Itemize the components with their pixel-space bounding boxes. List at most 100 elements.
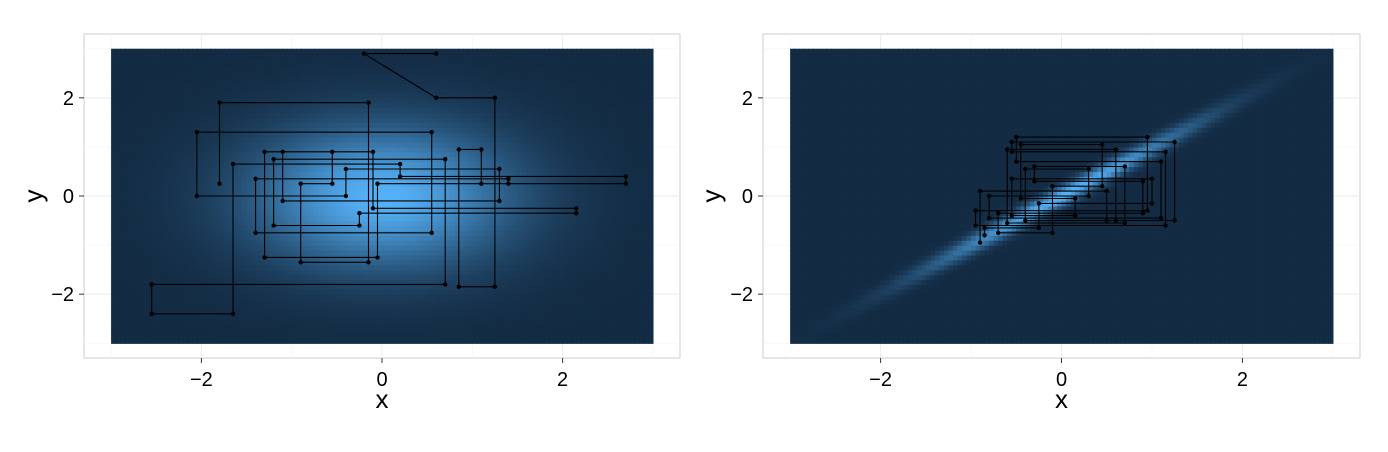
heatmap-cell [467,225,473,231]
heatmap-cell [395,58,401,65]
heatmap-cell [327,171,333,177]
heatmap-cell [463,196,469,202]
heatmap-cell [129,191,135,197]
heatmap-cell [309,127,315,133]
heatmap-cell [431,137,437,143]
heatmap-cell [296,333,302,339]
heatmap-cell [260,318,266,325]
heatmap-cell [395,304,401,310]
heatmap-cell [133,107,139,114]
heatmap-cell [242,186,248,192]
heatmap-cell [318,323,324,330]
heatmap-cell [219,117,225,123]
heatmap-cell [363,200,370,207]
heatmap-cell [350,63,356,69]
heatmap-cell [481,259,487,266]
heatmap-cell [481,269,487,276]
heatmap-cell [282,186,288,192]
heatmap-cell [391,186,397,192]
heatmap-cell [255,299,261,305]
heatmap-cell [237,210,243,217]
heatmap-cell [422,289,428,295]
heatmap-cell [210,289,216,295]
heatmap-cell [476,200,482,207]
heatmap-cell [228,117,234,123]
heatmap-cell [382,73,388,79]
heatmap-cell [260,294,266,300]
heatmap-cell [449,186,455,192]
heatmap-cell [246,146,252,153]
heatmap-cell [472,313,478,320]
heatmap-cell [305,142,311,148]
heatmap-cell [111,308,117,315]
heatmap-cell [269,171,275,177]
heatmap-cell [183,63,189,69]
heatmap-cell [472,269,478,276]
heatmap-cell [237,102,243,109]
heatmap-cell [386,151,392,158]
heatmap-cell [237,127,243,133]
heatmap-cell [255,171,261,177]
heatmap-cell [449,284,455,290]
heatmap-cell [354,83,361,89]
heatmap-cell [138,132,144,138]
heatmap-cell [476,279,482,285]
heatmap-cell [120,254,126,261]
heatmap-cell [481,333,487,339]
heatmap-cell [472,299,478,305]
heatmap-cell [111,142,117,148]
heatmap-cell [178,181,184,187]
heatmap-cell [350,68,356,74]
heatmap-cell [233,142,239,148]
heatmap-cell [287,171,293,177]
heatmap-cell [350,279,356,285]
heatmap-cell [147,53,153,60]
heatmap-cell [445,63,451,69]
heatmap-cell [345,313,351,320]
heatmap-cell [395,279,401,285]
heatmap-cell [264,146,270,153]
heatmap-cell [251,68,257,74]
heatmap-cell [372,259,379,266]
heatmap-cell [260,304,266,310]
heatmap-cell [481,88,487,94]
heatmap-cell [255,284,261,290]
heatmap-cell [409,304,415,310]
heatmap-cell [359,205,365,212]
heatmap-cell [183,181,189,187]
heatmap-cell [363,151,370,158]
heatmap-cell [454,156,460,163]
heatmap-cell [391,196,397,202]
heatmap-cell [359,240,365,246]
heatmap-cell [223,156,230,163]
heatmap-cell [409,142,415,148]
heatmap-cell [363,171,370,177]
heatmap-cell [445,127,451,133]
heatmap-cell [165,323,171,330]
heatmap-cell [318,225,324,231]
heatmap-cell [233,210,239,217]
heatmap-cell [233,48,239,55]
heatmap-cell [160,127,166,133]
heatmap-cell [183,146,189,153]
heatmap-cell [400,68,406,74]
heatmap-cell [246,97,252,104]
heatmap-cell [476,264,482,271]
heatmap-cell [129,156,135,163]
heatmap-cell [278,289,284,295]
heatmap-cell [354,58,361,65]
heatmap-cell [264,181,270,187]
heatmap-cell [400,318,406,325]
heatmap-cell [377,308,383,315]
heatmap-cell [436,338,442,344]
heatmap-cell [327,127,333,133]
heatmap-cell [449,294,455,300]
heatmap-cell [237,333,243,339]
heatmap-cell [422,68,428,74]
heatmap-cell [363,313,370,320]
heatmap-cell [309,88,315,94]
heatmap-cell [124,58,130,65]
heatmap-cell [404,304,410,310]
heatmap-cell [323,142,329,148]
heatmap-cell [111,122,117,128]
